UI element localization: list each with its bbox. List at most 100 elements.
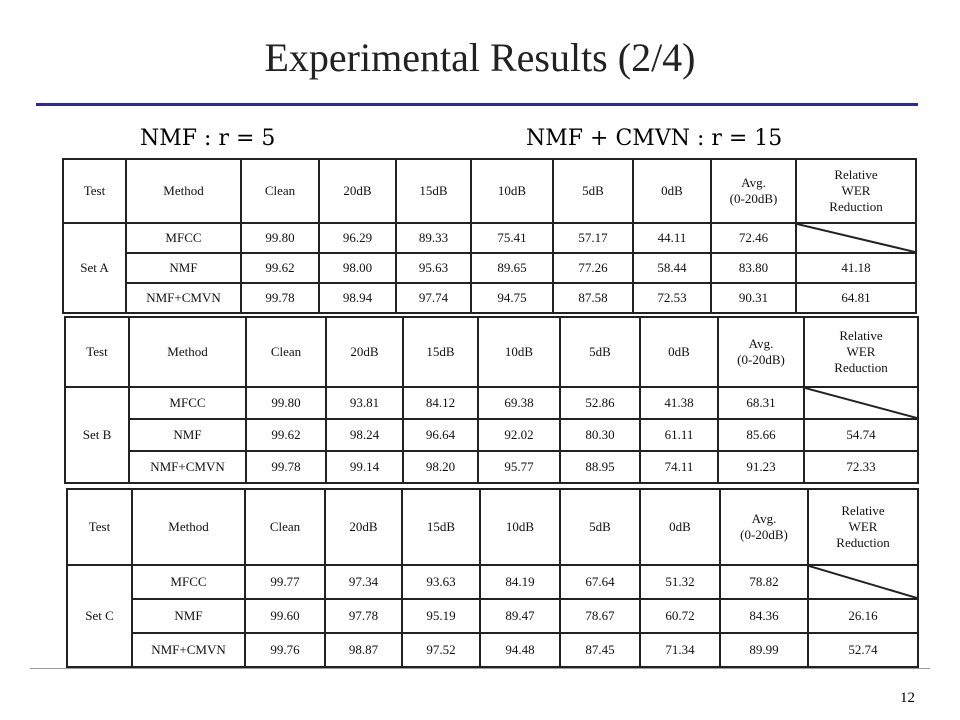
data-row: Set B MFCC 99.80 93.81 84.12 69.38 52.86 41.38 6… [64, 386, 919, 484]
cell: 93.63 [401, 564, 481, 600]
cell: MFCC [125, 222, 242, 254]
cell: 99.80 [245, 386, 327, 420]
header-cell: Relative WER Reduction [803, 316, 919, 388]
results-table: Test Method Clean 20dB 15dB 10dB 5dB 0dB Avg. (0-… [62, 158, 917, 314]
diagonal [809, 566, 917, 598]
header-cell: Avg. (0-20dB) [717, 316, 805, 388]
cell: 97.78 [324, 598, 403, 634]
header-cell: 10dB [479, 488, 561, 566]
header-cell: 0dB [639, 488, 721, 566]
header-line: Relative [839, 328, 883, 343]
cell: 80.30 [559, 418, 641, 452]
cell [803, 386, 919, 420]
set-cell: Set A [62, 222, 127, 314]
header-cell: 15dB [402, 316, 479, 388]
cell: 99.60 [244, 598, 326, 634]
cell: 68.31 [717, 386, 805, 420]
header-cell: 15dB [395, 158, 472, 224]
cell: 89.47 [479, 598, 561, 634]
cell: 98.87 [324, 632, 403, 668]
diagonal [797, 224, 915, 252]
header-cell: 15dB [401, 488, 481, 566]
cell: 60.72 [639, 598, 721, 634]
header-line: Reduction [829, 199, 883, 214]
data-row: NMF+CMVN 99.78 99.14 98.20 95.77 88.95 74.11 91… [65, 450, 919, 484]
cell: 99.76 [244, 632, 326, 668]
header-line: WER [841, 183, 871, 198]
data-row: NMF+CMVN 99.76 98.87 97.52 94.48 87.45 71.34 89… [67, 632, 919, 668]
cell: 41.18 [795, 252, 917, 284]
cell: 97.34 [324, 564, 403, 600]
cell: 72.53 [632, 282, 712, 314]
header-line: Avg. [751, 511, 777, 526]
cell: 85.66 [717, 418, 805, 452]
cell: MFCC [128, 386, 247, 420]
cell: 72.46 [710, 222, 797, 254]
header-line: (0-20dB) [740, 527, 788, 542]
cell: 77.26 [552, 252, 634, 284]
cell: 41.38 [639, 386, 719, 420]
cell: 90.31 [710, 282, 797, 314]
cell: 84.36 [719, 598, 809, 634]
header-cell: Test [64, 316, 130, 388]
cell: 57.17 [552, 222, 634, 254]
cell: 94.75 [470, 282, 554, 314]
cell: 96.64 [402, 418, 479, 452]
header-cell: 0dB [639, 316, 719, 388]
cell: 99.77 [244, 564, 326, 600]
header-cell: Method [125, 158, 242, 224]
cell: NMF+CMVN [131, 632, 246, 668]
data-row: NMF+CMVN 99.78 98.94 97.74 94.75 87.58 72.53 90… [63, 282, 917, 314]
header-row: Test Method Clean 20dB 15dB 10dB 5dB 0dB Avg. (0-… [64, 316, 919, 388]
cell: 95.63 [395, 252, 472, 284]
cell: 99.78 [245, 450, 327, 484]
header-cell: 10dB [470, 158, 554, 224]
page-number: 12 [900, 690, 915, 706]
cell: 87.45 [559, 632, 641, 668]
header-cell: 20dB [325, 316, 404, 388]
cell: 64.81 [795, 282, 917, 314]
header-line: Relative [834, 167, 878, 182]
cell: 44.11 [632, 222, 712, 254]
cell: 97.52 [401, 632, 481, 668]
cell: 78.82 [719, 564, 809, 600]
cell: 99.62 [240, 252, 320, 284]
cell: 54.74 [803, 418, 919, 452]
header-cell: Method [128, 316, 247, 388]
cell: 97.74 [395, 282, 472, 314]
cell: 83.80 [710, 252, 797, 284]
cell: NMF [125, 252, 242, 284]
header-cell: Test [62, 158, 127, 224]
cell [795, 222, 917, 254]
cell: 78.67 [559, 598, 641, 634]
cell: NMF [131, 598, 246, 634]
cell: NMF+CMVN [128, 450, 247, 484]
cell: 91.23 [717, 450, 805, 484]
results-table: Test Method Clean 20dB 15dB 10dB 5dB 0dB Avg. (0-… [66, 488, 919, 668]
cell: 51.32 [639, 564, 721, 600]
cell: 99.78 [240, 282, 320, 314]
cell: 61.11 [639, 418, 719, 452]
header-line: Avg. [741, 175, 766, 190]
cell: 92.02 [477, 418, 561, 452]
cell: 98.24 [325, 418, 404, 452]
title: Experimental Results (2/4) [264, 35, 696, 80]
cell: 95.19 [401, 598, 481, 634]
cell: 89.65 [470, 252, 554, 284]
cell: 88.95 [559, 450, 641, 484]
cell: 52.74 [807, 632, 919, 668]
cell: NMF+CMVN [125, 282, 242, 314]
data-row: NMF 99.62 98.00 95.63 89.65 77.26 58.44 83.80 41… [63, 252, 917, 284]
cell: 75.41 [470, 222, 554, 254]
header-line: Avg. [748, 336, 774, 351]
header-cell: Clean [240, 158, 320, 224]
header-line: (0-20dB) [729, 191, 778, 206]
title-rule [36, 103, 918, 106]
cell: 93.81 [325, 386, 404, 420]
header-cell: Relative WER Reduction [807, 488, 919, 566]
cell: 84.19 [479, 564, 561, 600]
data-row: NMF 99.62 98.24 96.64 92.02 80.30 61.11 85.66 54… [65, 418, 919, 452]
cell: 84.12 [402, 386, 479, 420]
results-table: Test Method Clean 20dB 15dB 10dB 5dB 0dB Avg. (0-… [64, 316, 919, 484]
cell: 89.99 [719, 632, 809, 668]
